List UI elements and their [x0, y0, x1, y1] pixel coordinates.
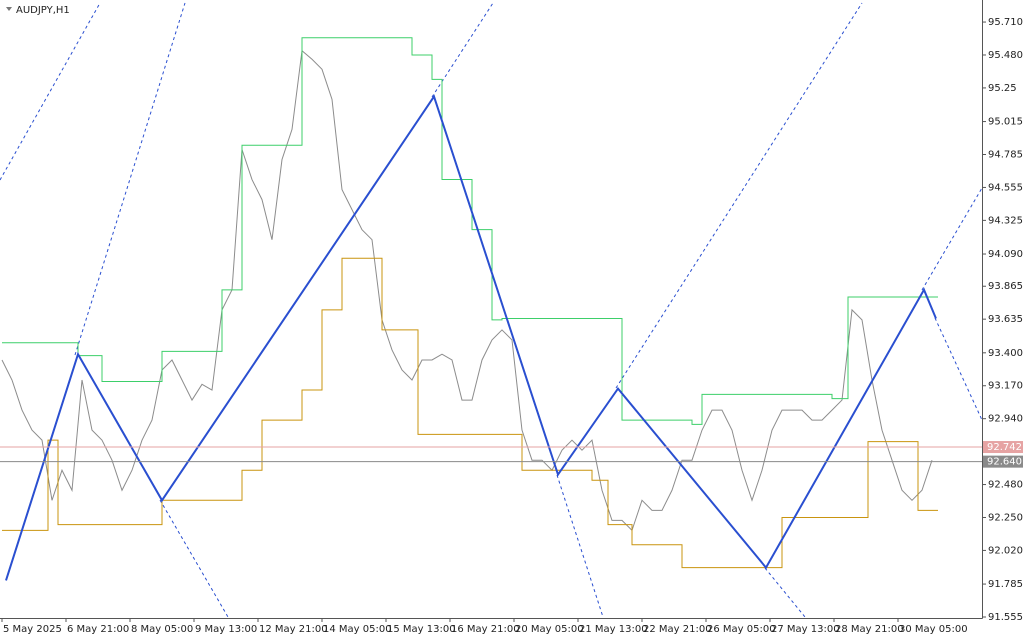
y-tick-label: 95.25 [988, 83, 1017, 94]
series-line [2, 37, 938, 425]
x-tick-label: 22 May 21:00 [643, 624, 712, 635]
y-tick-label: 92.250 [988, 512, 1023, 523]
x-tick-label: 8 May 05:00 [131, 624, 193, 635]
y-tick-label: 95.015 [988, 117, 1023, 128]
x-tick-label: 26 May 05:00 [707, 624, 776, 635]
x-tick-label: 6 May 21:00 [67, 624, 129, 635]
y-tick-label: 91.785 [988, 579, 1023, 590]
x-tick-label: 15 May 13:00 [387, 624, 456, 635]
y-tick-label: 92.940 [988, 414, 1023, 425]
channel-line [764, 567, 806, 618]
x-tick-label: 28 May 21:00 [835, 624, 904, 635]
y-tick-label: 94.325 [988, 215, 1023, 226]
y-tick-label: 95.480 [988, 50, 1023, 61]
price-label-box [983, 455, 1023, 468]
y-tick-label: 91.555 [988, 612, 1023, 623]
channel-line [921, 187, 983, 291]
plot [1, 37, 938, 581]
series-line [1, 49, 933, 532]
menu-arrow[interactable] [6, 7, 12, 11]
y-tick-label: 95.710 [988, 17, 1023, 28]
y-tick-label: 93.635 [988, 314, 1023, 325]
price-label: 92.742 [987, 442, 1022, 453]
x-tick-label: 9 May 13:00 [195, 624, 257, 635]
channel-line [74, 2, 186, 356]
y-tick-label: 94.090 [988, 249, 1023, 260]
x-tick-label: 16 May 21:00 [451, 624, 520, 635]
y-tick-label: 93.865 [988, 281, 1023, 292]
series-line [5, 94, 937, 581]
channel-line [556, 474, 604, 618]
x-tick-label: 27 May 13:00 [771, 624, 840, 635]
x-tick-label: 30 May 05:00 [899, 624, 968, 635]
chart-title: AUDJPY,H1 [16, 5, 70, 16]
x-tick-label: 20 May 05:00 [515, 624, 584, 635]
channel-line [159, 499, 229, 618]
y-tick-label: 93.400 [988, 348, 1023, 359]
y-tick-label: 94.785 [988, 150, 1023, 161]
channel-line [0, 2, 101, 181]
series-line [2, 257, 938, 569]
x-tick-label: 14 May 05:00 [323, 624, 392, 635]
price-label: 92.640 [987, 457, 1022, 468]
y-tick-label: 92.480 [988, 480, 1023, 491]
channel-line [934, 317, 983, 421]
x-tick-label: 12 May 21:00 [259, 624, 328, 635]
channel-line [615, 2, 863, 389]
y-tick-label: 93.170 [988, 381, 1023, 392]
y-tick-label: 92.020 [988, 545, 1023, 556]
y-tick-label: 94.555 [988, 182, 1023, 193]
x-tick-label: 21 May 13:00 [579, 624, 648, 635]
x-tick-label: 5 May 2025 [3, 624, 62, 635]
price-label-box [983, 441, 1023, 454]
